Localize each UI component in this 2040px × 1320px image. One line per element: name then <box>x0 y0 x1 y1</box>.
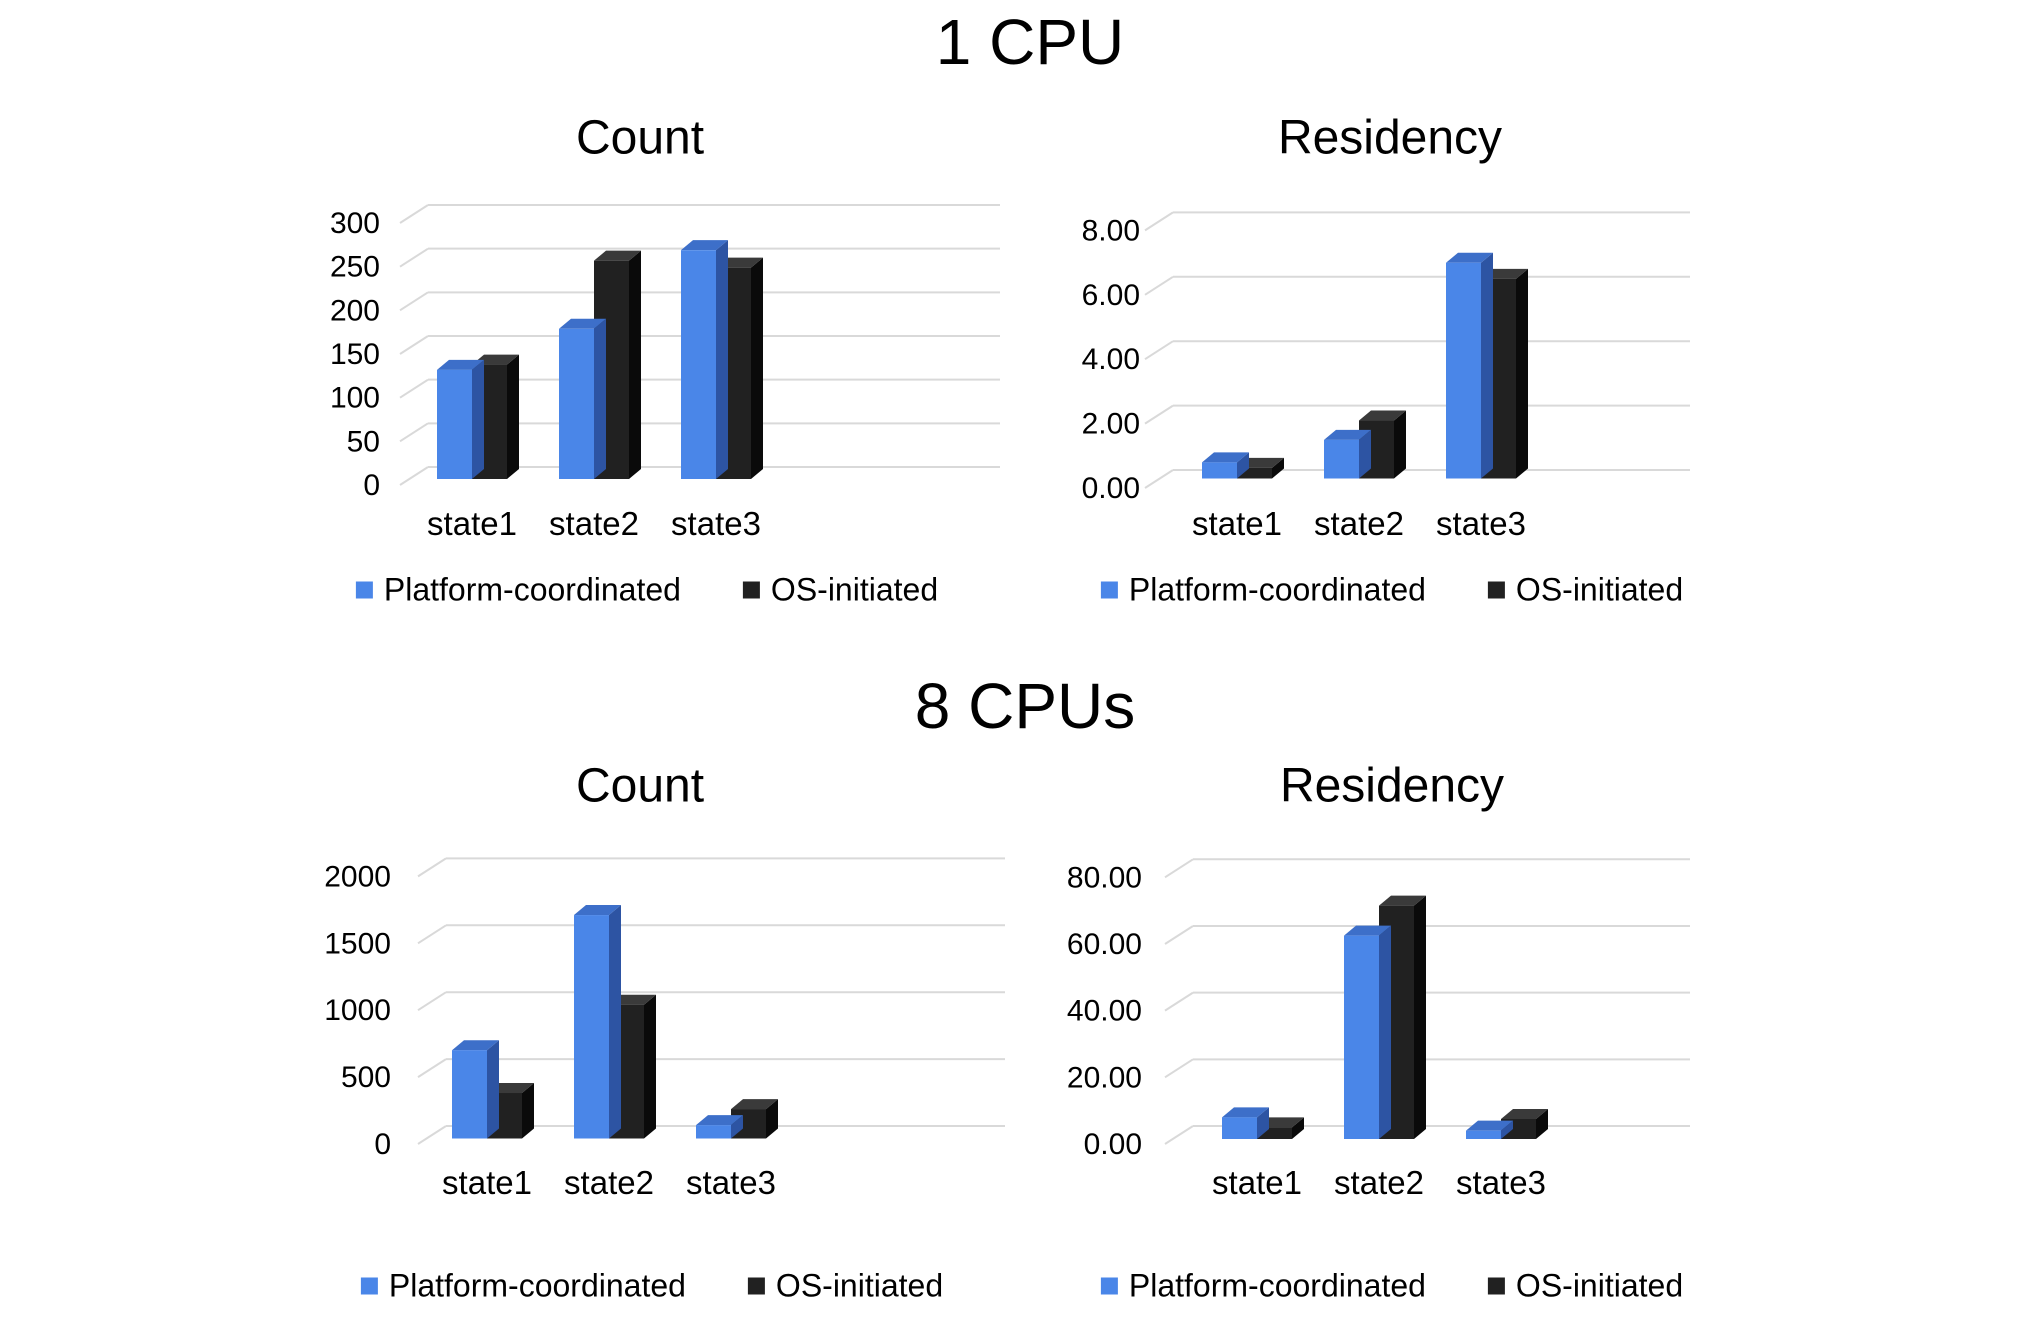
category-label: state1 <box>442 1164 532 1201</box>
svg-text:200: 200 <box>330 294 380 327</box>
category-label: state2 <box>1314 505 1404 542</box>
legend-item-os-initiated: OS-initiated <box>747 1267 944 1305</box>
legend-item-platform-coordinated: Platform-coordinated <box>1100 571 1426 609</box>
chart-title-cpu1-residency: Residency <box>1277 111 1503 165</box>
legend-cpu8-residency: Platform-coordinated OS-initiated <box>1100 1267 1684 1305</box>
svg-text:0.00: 0.00 <box>1082 472 1140 505</box>
svg-text:50: 50 <box>347 425 380 458</box>
category-label: state3 <box>671 505 761 542</box>
svg-text:100: 100 <box>330 382 380 415</box>
category-label: state3 <box>686 1164 776 1201</box>
category-label: state1 <box>1212 1164 1302 1201</box>
svg-text:6.00: 6.00 <box>1082 279 1140 312</box>
svg-text:8.00: 8.00 <box>1082 214 1140 247</box>
category-label: state3 <box>1456 1164 1546 1201</box>
legend-item-platform-coordinated: Platform-coordinated <box>360 1267 686 1305</box>
legend-item-platform-coordinated: Platform-coordinated <box>1100 1267 1426 1305</box>
section-title-1cpu: 1 CPU <box>935 6 1125 78</box>
platform-coordinated-swatch-icon <box>1100 581 1118 599</box>
svg-text:80.00: 80.00 <box>1067 861 1142 894</box>
legend-label: OS-initiated <box>1515 571 1684 608</box>
svg-text:2000: 2000 <box>324 860 391 893</box>
platform-coordinated-swatch-icon <box>1100 1277 1118 1295</box>
legend-item-os-initiated: OS-initiated <box>1487 571 1684 609</box>
svg-text:20.00: 20.00 <box>1067 1061 1142 1094</box>
legend-item-platform-coordinated: Platform-coordinated <box>355 571 681 609</box>
chart-title-cpu1-count: Count <box>575 111 705 165</box>
svg-text:1500: 1500 <box>324 927 391 960</box>
legend-cpu8-count: Platform-coordinated OS-initiated <box>360 1267 944 1305</box>
section-title-8cpus: 8 CPUs <box>914 670 1136 742</box>
svg-text:60.00: 60.00 <box>1067 928 1142 961</box>
svg-text:4.00: 4.00 <box>1082 343 1140 376</box>
svg-text:2.00: 2.00 <box>1082 408 1140 441</box>
svg-text:0: 0 <box>363 469 380 502</box>
svg-text:250: 250 <box>330 251 380 284</box>
category-label: state2 <box>1334 1164 1424 1201</box>
platform-coordinated-swatch-icon <box>360 1277 378 1295</box>
legend-label: OS-initiated <box>775 1267 944 1304</box>
os-initiated-swatch-icon <box>1487 1277 1505 1295</box>
category-label: state3 <box>1436 505 1526 542</box>
legend-cpu1-count: Platform-coordinated OS-initiated <box>355 571 939 609</box>
svg-text:300: 300 <box>330 207 380 240</box>
category-label: state1 <box>427 505 517 542</box>
category-label: state2 <box>564 1164 654 1201</box>
legend-label: Platform-coordinated <box>1128 571 1426 608</box>
svg-text:40.00: 40.00 <box>1067 995 1142 1028</box>
legend-label: OS-initiated <box>1515 1267 1684 1304</box>
os-initiated-swatch-icon <box>747 1277 765 1295</box>
platform-coordinated-swatch-icon <box>355 581 373 599</box>
category-label: state2 <box>549 505 639 542</box>
svg-text:0.00: 0.00 <box>1084 1128 1142 1161</box>
svg-text:1000: 1000 <box>324 994 391 1027</box>
legend-label: Platform-coordinated <box>1128 1267 1426 1304</box>
svg-text:150: 150 <box>330 338 380 371</box>
legend-label: OS-initiated <box>770 571 939 608</box>
os-initiated-swatch-icon <box>742 581 760 599</box>
legend-label: Platform-coordinated <box>383 571 681 608</box>
legend-label: Platform-coordinated <box>388 1267 686 1304</box>
os-initiated-swatch-icon <box>1487 581 1505 599</box>
category-label: state1 <box>1192 505 1282 542</box>
legend-item-os-initiated: OS-initiated <box>742 571 939 609</box>
legend-cpu1-residency: Platform-coordinated OS-initiated <box>1100 571 1684 609</box>
svg-text:500: 500 <box>341 1061 391 1094</box>
chart-title-cpu8-count: Count <box>575 759 705 813</box>
chart-title-cpu8-residency: Residency <box>1279 759 1505 813</box>
svg-text:0: 0 <box>374 1128 391 1161</box>
legend-item-os-initiated: OS-initiated <box>1487 1267 1684 1305</box>
